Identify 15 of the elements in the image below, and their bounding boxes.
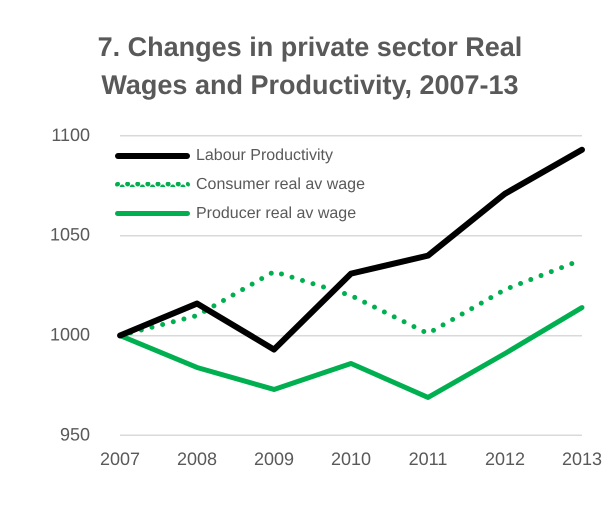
legend-label: Labour Productivity xyxy=(196,146,333,164)
x-tick-label: 2011 xyxy=(408,449,448,470)
x-tick-label: 2013 xyxy=(562,449,602,470)
y-tick-label: 950 xyxy=(60,424,90,444)
x-tick-label: 2008 xyxy=(177,449,218,470)
x-tick-label: 2010 xyxy=(330,449,372,470)
x-tick-label: 2007 xyxy=(100,449,140,470)
x-tick-label: 2012 xyxy=(484,449,526,470)
chart-title: 7. Changes in private sector Real Wages and Productivity, 2007-13 xyxy=(96,31,524,102)
y-tick-label: 1100 xyxy=(51,124,90,145)
legend-label: Consumer real av wage xyxy=(196,176,365,194)
y-tick-label: 1050 xyxy=(50,224,90,245)
legend-label: Producer real av wage xyxy=(196,204,356,222)
y-tick-label: 1000 xyxy=(50,324,90,344)
x-tick-label: 2009 xyxy=(254,449,294,470)
